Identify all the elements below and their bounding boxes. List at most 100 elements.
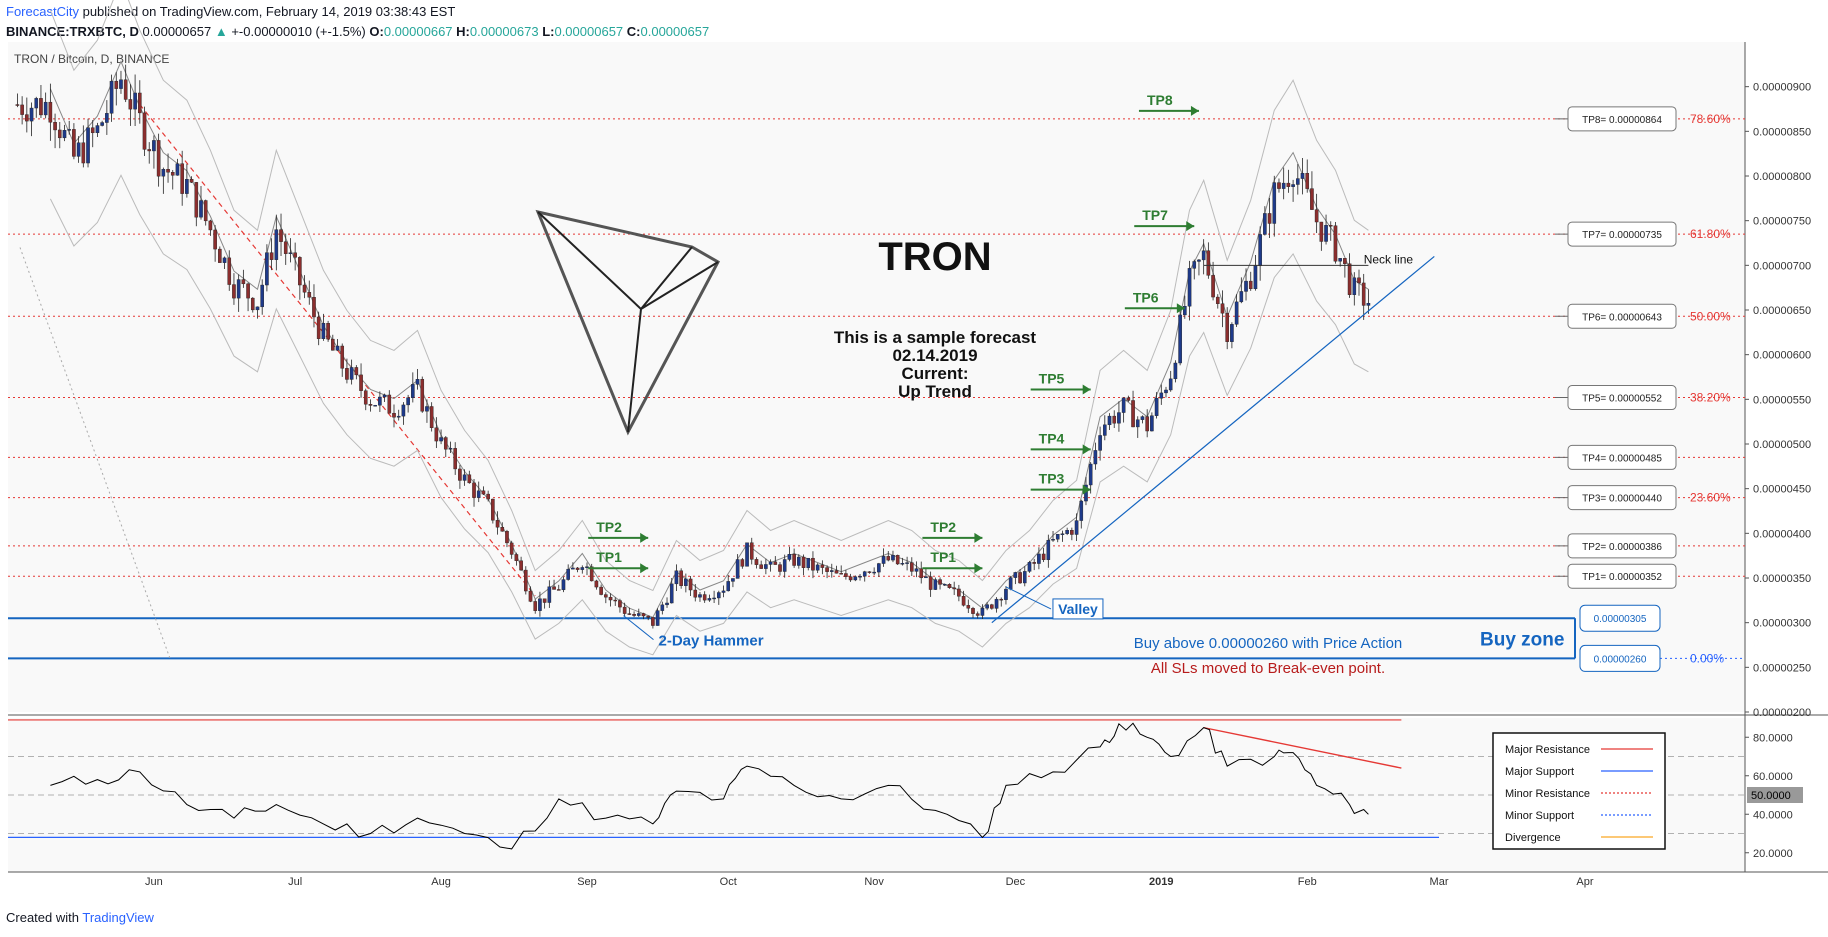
candle-body	[622, 606, 627, 614]
candle-body	[90, 127, 95, 134]
candle-body	[1164, 389, 1168, 394]
candle-body	[754, 559, 759, 565]
price-change: +-0.00000010 (+-1.5%)	[231, 24, 366, 39]
candle-body	[448, 448, 453, 450]
candle-body	[1263, 213, 1267, 235]
candle-body	[43, 101, 48, 116]
candle-body	[1258, 234, 1262, 267]
buy-above-note: Buy above 0.00000260 with Price Action	[1134, 635, 1403, 652]
candle-body	[1013, 572, 1018, 578]
candle-body	[1366, 303, 1371, 306]
valley-pointer	[1005, 586, 1052, 610]
candle-body	[792, 554, 796, 566]
candle-body	[185, 179, 189, 194]
candle-body	[698, 594, 702, 598]
candle-body	[1140, 416, 1145, 420]
candle-body	[1004, 588, 1008, 600]
candle-body	[684, 578, 688, 586]
candle-body	[1211, 275, 1215, 298]
candle-body	[872, 571, 876, 574]
author-link[interactable]: ForecastCity	[6, 4, 79, 19]
buy-zone-lower-value: 0.00000260	[1594, 654, 1647, 665]
candle-body	[232, 284, 236, 299]
candle-body	[34, 98, 39, 109]
x-tick-label: Aug	[431, 876, 451, 888]
candle-body	[575, 567, 580, 570]
candle-body	[359, 374, 363, 391]
fib-level-label: 61.80%	[1690, 227, 1731, 241]
candle-body	[392, 412, 396, 418]
candle-body	[331, 338, 335, 351]
candle-body	[886, 556, 891, 561]
chart-header: ForecastCity published on TradingView.co…	[6, 2, 709, 42]
candle-body	[552, 586, 556, 590]
candle-body	[401, 404, 406, 417]
candle-body	[29, 107, 34, 122]
candle-body	[547, 586, 552, 603]
candle-body	[67, 129, 71, 131]
candle-body	[1296, 178, 1300, 185]
candle-body	[1093, 450, 1098, 465]
published-text: published on TradingView.com, February 1…	[82, 4, 456, 19]
candle-body	[1103, 424, 1107, 436]
candle-body	[53, 122, 57, 131]
candle-body	[924, 576, 928, 579]
candle-body	[773, 561, 778, 565]
candle-body	[123, 79, 128, 100]
candle-body	[589, 566, 594, 582]
candle-body	[199, 200, 203, 218]
tp-arrow-head	[1082, 444, 1091, 455]
candle-body	[820, 564, 825, 568]
candle-body	[81, 142, 86, 164]
candle-body	[462, 474, 467, 481]
tp-arrow-label: TP4	[1039, 430, 1065, 446]
buy-zone-upper-box	[1579, 604, 1661, 632]
candle-body	[782, 559, 787, 572]
candle-body	[604, 594, 608, 598]
y-tick-label: 0.00000750	[1753, 216, 1811, 228]
candle-body	[1244, 280, 1248, 292]
tradingview-link[interactable]: TradingView	[82, 910, 154, 925]
candle-body	[1201, 250, 1206, 261]
tp-arrow-label: TP7	[1142, 207, 1168, 223]
candle-body	[95, 125, 100, 134]
candle-body	[1291, 184, 1295, 187]
candle-body	[966, 605, 971, 609]
open-label: O:	[369, 24, 384, 39]
candle-body	[472, 482, 476, 498]
candle-body	[717, 592, 721, 599]
candle-body	[293, 252, 297, 258]
candle-body	[213, 229, 217, 250]
candle-body	[1352, 277, 1357, 295]
candle-body	[283, 241, 288, 254]
tp-arrow-label: TP8	[1147, 92, 1173, 108]
candle-body	[363, 390, 368, 405]
candle-body	[1281, 182, 1286, 189]
rsi-pane-background	[8, 718, 1745, 872]
rsi-divergence-resistance	[1203, 726, 1402, 769]
y-tick-label: 0.00000400	[1753, 528, 1811, 540]
candle-body	[76, 142, 81, 157]
tp-callout-box	[1567, 106, 1677, 132]
candle-body	[768, 561, 773, 565]
candle-body	[952, 587, 956, 590]
main-pane-background	[8, 42, 1745, 712]
tp-callout-box	[1567, 303, 1677, 329]
candle-body	[109, 80, 114, 114]
candle-body	[147, 149, 152, 152]
hammer-label: 2-Day Hammer	[658, 633, 763, 650]
tp-callout-box	[1567, 485, 1677, 511]
legend-item-label: Major Support	[1505, 766, 1574, 778]
candle-body	[218, 248, 222, 263]
tp-callout-label: TP7= 0.00000735	[1582, 230, 1662, 241]
middle-band-line	[49, 60, 1369, 618]
candle-body	[764, 564, 768, 569]
candle-body	[971, 608, 975, 614]
candle-body	[1357, 277, 1361, 284]
candle-body	[20, 104, 24, 115]
candle-body	[429, 406, 434, 429]
candle-body	[255, 306, 260, 311]
candle-body	[500, 527, 505, 532]
low-label: L:	[542, 24, 555, 39]
